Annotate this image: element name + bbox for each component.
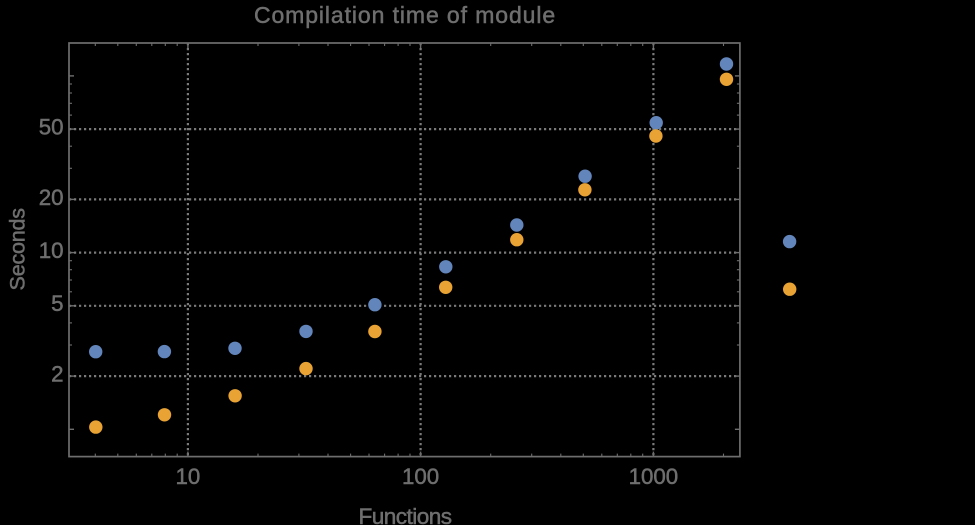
svg-text:2: 2 <box>51 362 63 387</box>
svg-text:20: 20 <box>39 185 64 210</box>
svg-text:10: 10 <box>175 464 200 489</box>
svg-text:Functions: Functions <box>358 504 451 525</box>
svg-text:5: 5 <box>51 291 63 316</box>
svg-text:10: 10 <box>39 238 64 263</box>
svg-text:50: 50 <box>39 115 64 140</box>
svg-text:100: 100 <box>402 464 439 489</box>
svg-text:Seconds: Seconds <box>4 208 29 291</box>
svg-text:Compilation time of module: Compilation time of module <box>254 2 556 28</box>
svg-text:1000: 1000 <box>629 464 679 489</box>
